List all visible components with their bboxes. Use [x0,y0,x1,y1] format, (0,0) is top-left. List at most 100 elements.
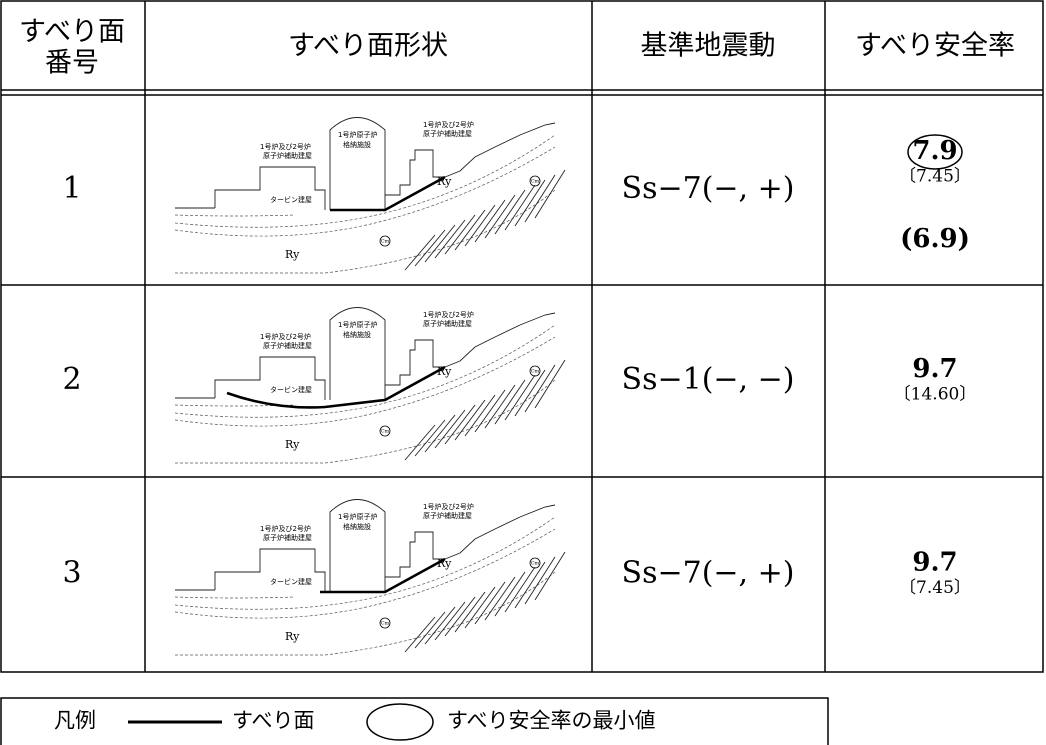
bedrock-boundary [175,379,556,464]
legend-border [0,697,829,745]
rock-label: Ry [437,175,452,188]
reference-value: 〔7.45〕 [899,578,971,598]
diagram-label: タービン建屋 [270,577,312,586]
hatch [504,566,536,613]
hatch [464,394,496,437]
diagram-label: タービン建屋 [270,385,312,394]
diagram-label: 格納施設 [343,330,371,339]
layer [174,528,556,619]
cm-marker [379,425,391,437]
safety-factor: 9.7 [912,548,957,578]
hatch [514,369,546,417]
diagram-label: 1号炉原子炉 [338,512,377,521]
slip-surface [320,557,446,594]
hatch [404,616,436,653]
aux-building [385,339,445,386]
header-cell: すべり面 [19,17,125,48]
hatch [524,364,556,413]
diagram-label: 格納施設 [343,522,371,531]
diagram-label: 原子炉補助建屋 [263,533,312,542]
hatch [454,591,486,633]
slip-diagram: 1号炉原子炉格納施設1号炉及び2号炉原子炉補助建屋1号炉及び2号炉原子炉補助建屋… [174,499,566,656]
diagram-label: 1号炉及び2号炉 [423,310,474,319]
rock-label: Ry [285,438,300,451]
rock-label: Ry [437,557,452,570]
hatch [514,561,546,609]
hatch [404,424,436,461]
hatch [484,194,516,239]
reactor-building [329,307,386,400]
row-number: 1 [62,171,81,206]
hatch [484,576,516,621]
diagram-label: 原子炉補助建屋 [423,511,472,520]
layer [174,336,556,427]
header-cell: すべり面形状 [288,31,448,62]
diagram-label: 1号炉及び2号炉 [260,524,311,533]
hatch [404,234,436,271]
legend-ellipse [366,703,434,741]
rock-label: Ry [285,630,300,643]
cm-label: Cm [381,429,390,435]
hatch [434,219,466,259]
legend: 凡例 すべり面 すべり安全率の最小値 [0,697,829,745]
turbine-building [214,166,326,210]
legend-label: すべり安全率の最小値 [447,709,656,733]
aux-building [385,149,445,196]
layer [174,146,556,237]
hatch [414,611,446,649]
layer [174,214,296,217]
header-cell: 番号 [45,48,99,79]
diagram-label: 1号炉及び2号炉 [260,332,311,341]
hatch [494,379,526,425]
layer [174,596,296,599]
diagram-label: 原子炉補助建屋 [423,319,472,328]
hatch [444,404,476,445]
hatch [434,601,466,641]
diagram-label: 1号炉及び2号炉 [260,142,311,151]
ground-motion: Ss−7(−, +) [622,556,795,591]
minimum-marker [907,134,963,170]
hatch [474,389,506,433]
hatch [424,224,456,263]
table-frame [0,0,1044,673]
rock-label: Ry [437,365,452,378]
cm-label: Cm [531,369,540,375]
hatch [424,606,456,645]
hatch [444,214,476,255]
cm-label: Cm [381,239,390,245]
row-number: 3 [62,556,81,591]
rock-label: Ry [285,248,300,261]
hatch [514,179,546,227]
cm-label: Cm [531,179,540,185]
safety-factor: 9.7 [912,354,957,384]
legend-title: 凡例 [54,709,96,733]
ground-surface [175,122,556,209]
hatch [494,571,526,617]
hatch [534,551,566,601]
hatch [434,409,466,449]
slip-diagram: 1号炉原子炉格納施設1号炉及び2号炉原子炉補助建屋1号炉及び2号炉原子炉補助建屋… [174,307,566,464]
reference-value: 〔7.45〕 [899,167,971,187]
cm-marker [379,617,391,629]
ground-motion: Ss−1(−, −) [622,362,795,397]
cm-marker [379,235,391,247]
note: (6.9) [900,224,970,254]
hatch [524,556,556,605]
hatch [494,189,526,235]
turbine-building [214,356,326,400]
diagram-label: 1号炉及び2号炉 [423,120,474,129]
layer [174,134,556,228]
reactor-building [329,499,386,592]
hatch [534,169,566,219]
cm-label: Cm [381,621,390,627]
ground-surface [175,312,556,399]
header-cell: 基準地震動 [641,31,776,62]
cm-marker [529,365,541,377]
hatch [534,359,566,409]
cm-marker [529,557,541,569]
slip-surface [226,365,446,409]
ground-surface [175,504,556,591]
reactor-building [329,117,386,210]
hatch [504,184,536,231]
